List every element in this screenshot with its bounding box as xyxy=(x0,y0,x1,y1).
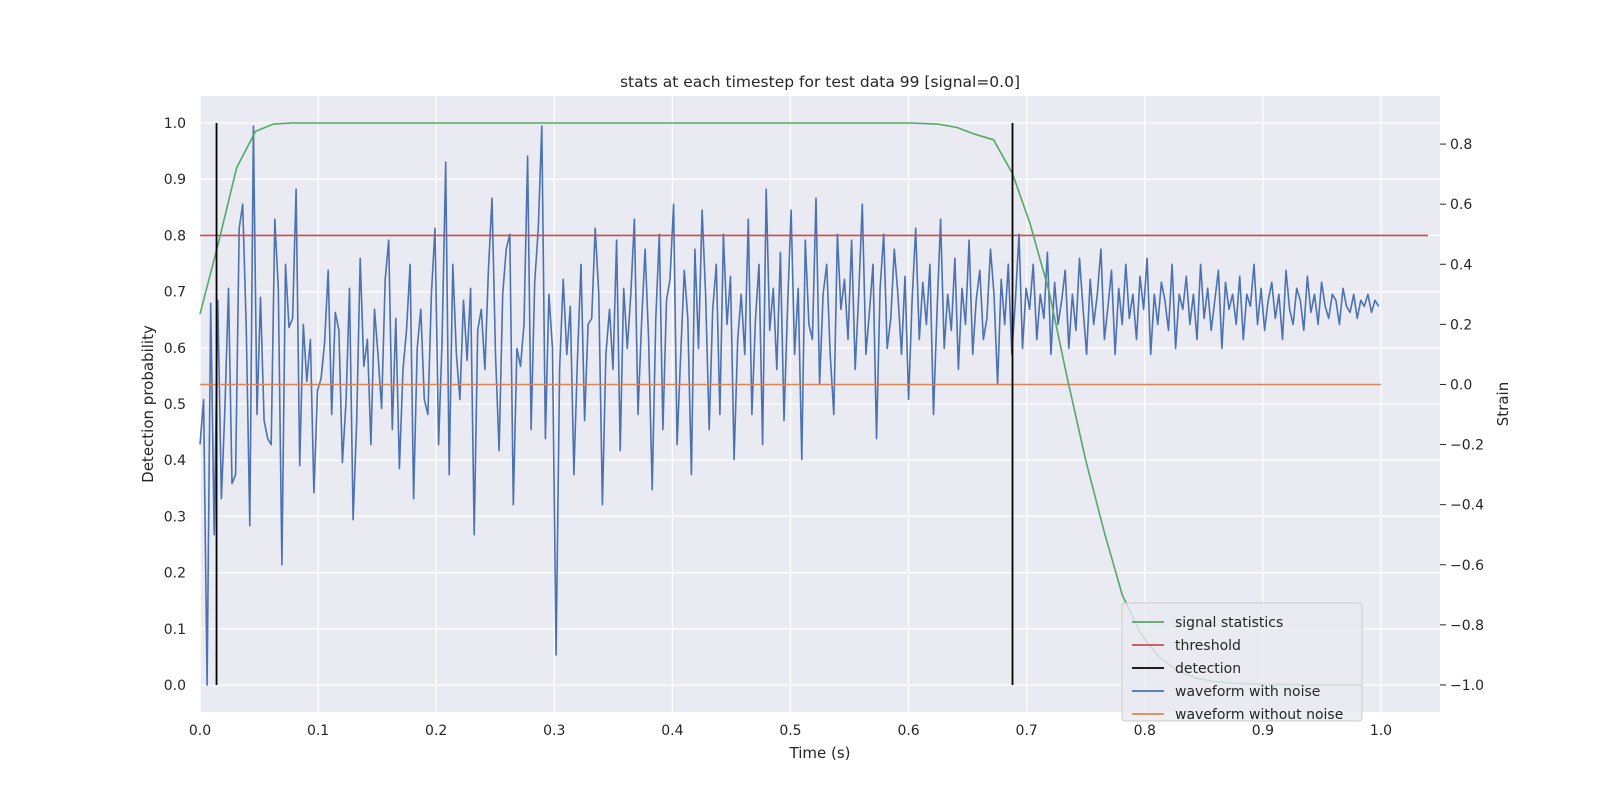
legend-label: threshold xyxy=(1175,638,1241,654)
y-tick-label: 0.5 xyxy=(164,397,186,413)
y-tick-label: 0.7 xyxy=(164,285,186,301)
legend: signal statistics threshold detection wavef… xyxy=(1121,602,1363,723)
series-layer xyxy=(199,122,1429,686)
y2-tick-label: −1.0 xyxy=(1450,678,1484,694)
y-tick-label: 0.1 xyxy=(164,622,186,638)
x-tick-label: 0.9 xyxy=(1252,723,1274,739)
x-tick-label: 0.1 xyxy=(307,723,329,739)
y2-tick-label: 0.2 xyxy=(1450,317,1472,333)
y-tick-label: 1.0 xyxy=(164,116,186,132)
y2-axis-label: Strain xyxy=(1494,382,1512,426)
y-tick-label: 0.8 xyxy=(164,228,186,244)
x-tick-label: 0.6 xyxy=(897,723,919,739)
legend-box xyxy=(1121,602,1363,722)
y2-tick-label: 0.8 xyxy=(1450,137,1472,153)
legend-label: detection xyxy=(1175,661,1241,677)
y2-tick-label: 0.6 xyxy=(1450,197,1472,213)
y-tick-label: 0.4 xyxy=(164,453,186,469)
gridlines xyxy=(199,96,1440,712)
x-axis-ticks: 0.0 0.1 0.2 0.3 0.4 0.5 0.6 0.7 0.8 0.9 1.0 xyxy=(189,723,1392,739)
legend-label: waveform without noise xyxy=(1175,707,1343,723)
y2-tick-label: −0.2 xyxy=(1450,438,1484,454)
series-waveform-with-noise xyxy=(199,125,1380,686)
y-tick-label: 0.2 xyxy=(164,566,186,582)
x-tick-label: 0.4 xyxy=(661,723,683,739)
y2-tick-label: −0.4 xyxy=(1450,498,1484,514)
x-tick-label: 0.5 xyxy=(779,723,801,739)
y-tick-label: 0.3 xyxy=(164,509,186,525)
chart-title: stats at each timestep for test data 99 … xyxy=(620,73,1020,91)
y-tick-label: 0.0 xyxy=(164,678,186,694)
y-axis-ticks: 0.0 0.1 0.2 0.3 0.4 0.5 0.6 0.7 0.8 0.9 1.0 xyxy=(164,116,186,694)
y-tick-label: 0.6 xyxy=(164,341,186,357)
x-tick-label: 0.3 xyxy=(543,723,565,739)
x-tick-label: 0.8 xyxy=(1134,723,1156,739)
legend-label: waveform with noise xyxy=(1175,684,1320,700)
legend-label: signal statistics xyxy=(1175,615,1283,631)
x-axis-label: Time (s) xyxy=(789,744,851,762)
y2-axis-ticks: −1.0 −0.8 −0.6 −0.4 −0.2 0.0 0.2 0.4 0.6 0.8 xyxy=(1440,137,1484,694)
y2-tick-label: 0.0 xyxy=(1450,377,1472,393)
x-tick-label: 0.0 xyxy=(189,723,211,739)
y-tick-label: 0.9 xyxy=(164,172,186,188)
x-tick-label: 0.2 xyxy=(425,723,447,739)
y2-tick-label: 0.4 xyxy=(1450,257,1472,273)
x-tick-label: 1.0 xyxy=(1370,723,1392,739)
y2-tick-label: −0.6 xyxy=(1450,558,1484,574)
y-axis-label: Detection probability xyxy=(139,325,157,483)
y2-tick-label: −0.8 xyxy=(1450,618,1484,634)
x-tick-label: 0.7 xyxy=(1016,723,1038,739)
